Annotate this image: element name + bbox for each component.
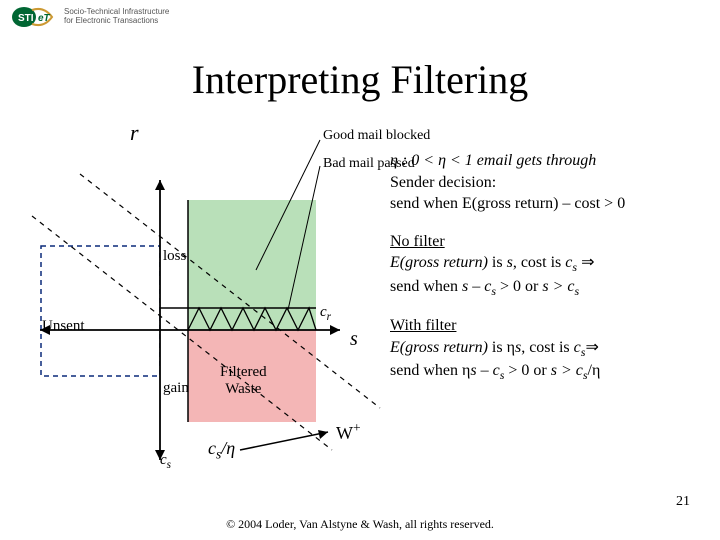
para-eta: η : 0 < η < 1 email gets through Sender …	[390, 150, 710, 215]
logo-icon: STI eT	[12, 4, 58, 30]
svg-text:eT: eT	[38, 13, 51, 24]
w-plus-label: W+	[336, 420, 361, 444]
filtering-diagram: r s Good mail blocked Bad mail passed lo…	[20, 120, 400, 490]
slide-title: Interpreting Filtering	[0, 56, 720, 103]
good-mail-label: Good mail blocked	[323, 128, 430, 144]
gain-label: gain	[163, 380, 189, 397]
cr-label: cr	[320, 304, 331, 323]
filtered-waste-label: Filtered Waste	[220, 364, 267, 398]
para-no-filter: No filter E(gross return) is s, cost is …	[390, 231, 710, 299]
axis-r-label: r	[130, 120, 139, 146]
para-with-filter: With filter E(gross return) is ηs, cost …	[390, 315, 710, 383]
cs-over-eta-label: cs/η	[208, 438, 235, 463]
axis-s-label: s	[350, 328, 358, 351]
explanation-text: η : 0 < η < 1 email gets through Sender …	[390, 150, 710, 399]
loss-label: loss	[163, 248, 186, 265]
svg-text:STI: STI	[18, 13, 34, 24]
logo-text-2: for Electronic Transactions	[64, 17, 169, 26]
copyright-footer: © 2004 Loder, Van Alstyne & Wash, all ri…	[0, 517, 720, 532]
page-number: 21	[676, 494, 690, 510]
cs-label: cs	[160, 452, 171, 471]
logo: STI eT Socio-Technical Infrastructure fo…	[12, 4, 169, 30]
unsent-label: Unsent	[42, 318, 85, 335]
